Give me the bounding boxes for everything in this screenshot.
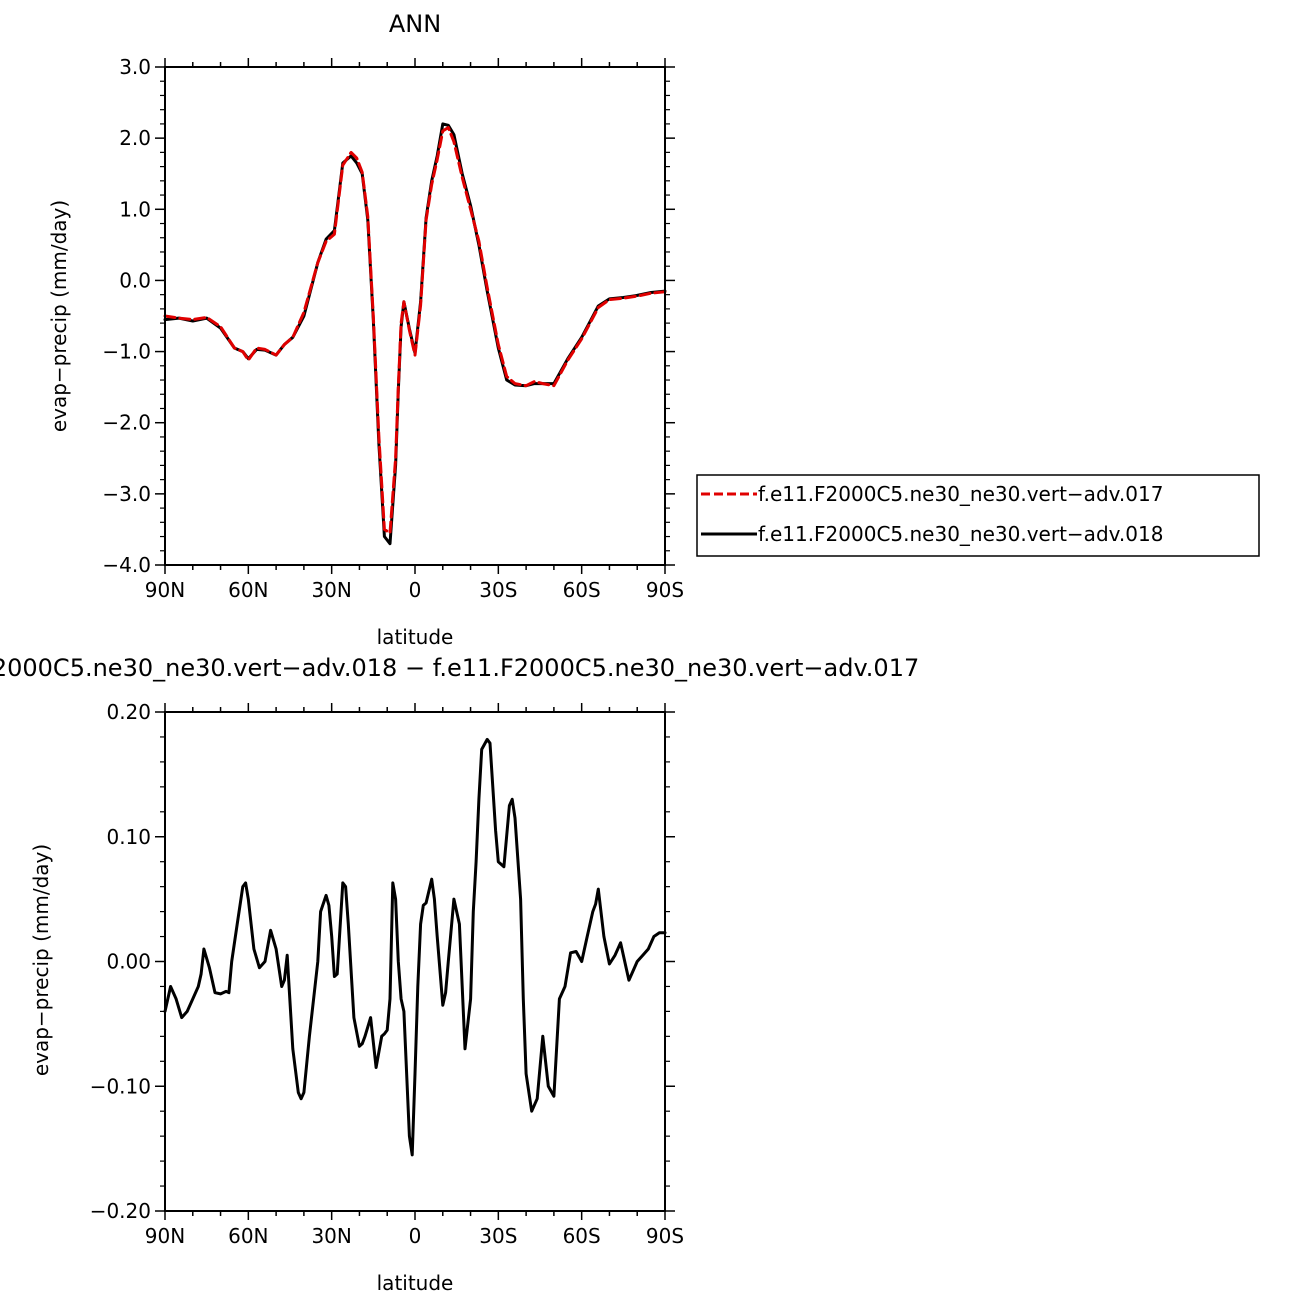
x-tick-label: 90S <box>646 1224 684 1248</box>
x-tick-label: 30N <box>311 1224 351 1248</box>
bottom-plot-frame <box>164 711 666 1212</box>
top-series-layer <box>163 122 667 546</box>
legend-label-017: f.e11.F2000C5.ne30_ne30.vert−adv.017 <box>758 482 1163 506</box>
top-series-line-1 <box>163 122 667 546</box>
x-tick-label: 30S <box>479 1224 517 1248</box>
x-tick-label: 30S <box>479 578 517 602</box>
y-tick-label: −4.0 <box>102 553 151 577</box>
x-tick-label: 60N <box>228 578 268 602</box>
difference-panel: f.e11.F2000C5.ne30_ne30.vert−adv.018 − f… <box>0 654 919 1295</box>
bottom-tick-labels: 90N 60N 30N 0 30S 60S 90S 0.20 0.10 0.00 −0.10 −0.2… <box>90 700 684 1248</box>
x-tick-label: 60N <box>228 1224 268 1248</box>
y-tick-label: −0.10 <box>90 1074 151 1098</box>
y-tick-label: −3.0 <box>102 482 151 506</box>
x-tick-label: 60S <box>563 1224 601 1248</box>
top-chart-title: ANN <box>389 10 441 38</box>
y-tick-label: −2.0 <box>102 411 151 435</box>
top-plot-frame <box>164 66 666 566</box>
y-tick-label: 0.20 <box>106 700 151 724</box>
bottom-series-line-0 <box>163 737 667 1157</box>
bottom-series-layer <box>163 737 667 1157</box>
top-tick-labels: 90N 60N 30N 0 30S 60S 90S 3.0 2.0 1.0 0.0 −1.0 −2.0 −… <box>102 55 684 602</box>
bottom-chart-title: f.e11.F2000C5.ne30_ne30.vert−adv.018 − f… <box>0 654 919 682</box>
x-tick-label: 90N <box>145 1224 185 1248</box>
y-tick-label: 1.0 <box>119 197 151 221</box>
bottom-y-axis-title: evap−precip (mm/day) <box>29 844 53 1076</box>
y-tick-label: 0.00 <box>106 950 151 974</box>
x-tick-label: 30N <box>311 578 351 602</box>
y-tick-label: 0.0 <box>119 268 151 292</box>
x-tick-label: 90S <box>646 578 684 602</box>
legend: f.e11.F2000C5.ne30_ne30.vert−adv.017 f.e… <box>696 474 1260 557</box>
top-y-axis-title: evap−precip (mm/day) <box>47 200 71 432</box>
top-x-axis-title: latitude <box>377 625 454 649</box>
top-series-line-0 <box>163 126 667 535</box>
y-tick-label: −1.0 <box>102 340 151 364</box>
x-tick-label: 90N <box>145 578 185 602</box>
annual-mean-panel: ANN 90N 60N 30N 0 30S 60S 90S 3.0 2.0 1.0 0.0 −1.0 −… <box>47 10 1260 649</box>
y-tick-label: 0.10 <box>106 825 151 849</box>
y-tick-label: 3.0 <box>119 55 151 79</box>
x-tick-label: 60S <box>563 578 601 602</box>
bottom-x-axis-title: latitude <box>377 1271 454 1295</box>
top-axis-ticks <box>155 58 675 574</box>
y-tick-label: −0.20 <box>90 1199 151 1223</box>
legend-box <box>696 474 1260 557</box>
x-tick-label: 0 <box>409 578 422 602</box>
x-tick-label: 0 <box>409 1224 422 1248</box>
legend-label-018: f.e11.F2000C5.ne30_ne30.vert−adv.018 <box>758 522 1163 546</box>
y-tick-label: 2.0 <box>119 126 151 150</box>
